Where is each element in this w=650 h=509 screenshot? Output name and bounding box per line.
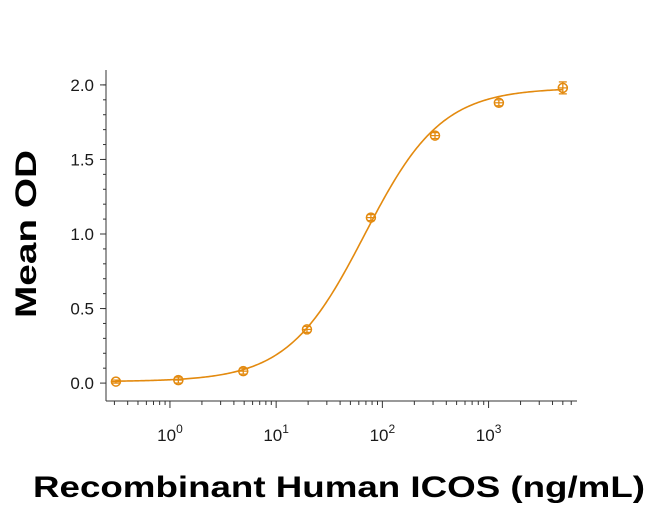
x-axis-ticks: 100 101 102 103 [113, 401, 572, 445]
fit-curve [115, 88, 563, 382]
x-tick-base: 10 [263, 426, 282, 445]
x-tick-label: 101 [263, 422, 289, 445]
x-tick-base: 10 [157, 426, 176, 445]
y-tick-label: 0.0 [70, 374, 94, 393]
y-tick-label: 0.5 [70, 300, 94, 319]
data-points-layer [110, 81, 569, 387]
y-axis-ticks: 0.0 0.5 1.0 1.5 2.0 [70, 76, 106, 393]
fit-curve-layer [115, 88, 563, 382]
x-tick-exponent: 2 [388, 422, 395, 436]
y-axis-title: Mean OD [10, 150, 43, 318]
y-tick-label: 2.0 [70, 76, 94, 95]
x-tick-exponent: 1 [282, 422, 289, 436]
y-tick-label: 1.5 [70, 150, 94, 169]
x-tick-exponent: 3 [495, 422, 502, 436]
x-tick-label: 103 [476, 422, 502, 445]
x-tick-exponent: 0 [176, 422, 183, 436]
y-tick-label: 1.0 [70, 225, 94, 244]
x-axis-title: Recombinant Human ICOS (ng/mL) [33, 471, 645, 504]
x-tick-label: 100 [157, 422, 183, 445]
x-tick-base: 10 [370, 426, 389, 445]
axes [105, 70, 577, 402]
x-tick-base: 10 [476, 426, 495, 445]
x-tick-label: 102 [370, 422, 396, 445]
